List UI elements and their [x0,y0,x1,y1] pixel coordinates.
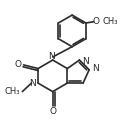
Text: N: N [48,53,55,61]
Text: N: N [92,64,99,73]
Text: O: O [49,107,56,116]
Text: N: N [82,57,89,66]
Text: CH₃: CH₃ [4,87,20,96]
Text: N: N [29,79,36,88]
Text: O: O [93,17,100,26]
Text: O: O [15,60,22,69]
Text: CH₃: CH₃ [103,17,118,26]
